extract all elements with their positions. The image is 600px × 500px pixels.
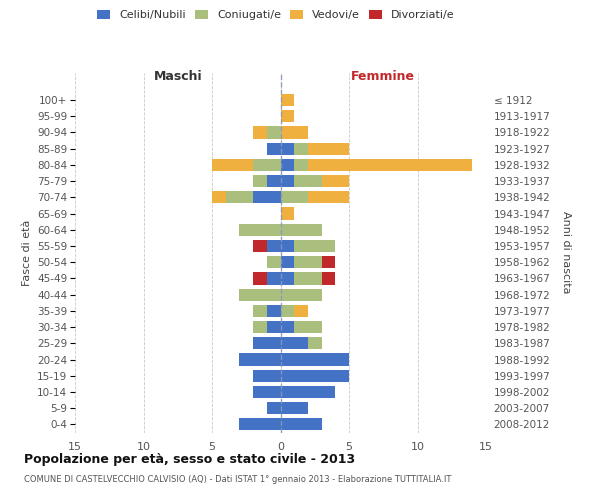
Bar [253,272,267,284]
Bar [239,418,281,430]
Bar [212,192,226,203]
Bar [267,272,281,284]
Bar [281,110,294,122]
Bar [322,175,349,187]
Bar [267,321,281,333]
Bar [267,240,281,252]
Bar [253,240,267,252]
Bar [294,256,322,268]
Bar [239,354,281,366]
Y-axis label: Fasce di età: Fasce di età [22,220,32,286]
Bar [267,402,281,414]
Bar [281,142,294,155]
Bar [308,159,472,171]
Bar [294,159,308,171]
Y-axis label: Anni di nascita: Anni di nascita [561,211,571,294]
Bar [294,142,308,155]
Bar [294,272,322,284]
Text: Popolazione per età, sesso e stato civile - 2013: Popolazione per età, sesso e stato civil… [24,452,355,466]
Bar [322,272,335,284]
Bar [281,288,322,300]
Bar [281,175,294,187]
Bar [294,175,322,187]
Text: COMUNE DI CASTELVECCHIO CALVISIO (AQ) - Dati ISTAT 1° gennaio 2013 - Elaborazion: COMUNE DI CASTELVECCHIO CALVISIO (AQ) - … [24,475,451,484]
Bar [253,126,267,138]
Bar [267,126,281,138]
Legend: Celibi/Nubili, Coniugati/e, Vedovi/e, Divorziati/e: Celibi/Nubili, Coniugati/e, Vedovi/e, Di… [93,6,459,25]
Text: Maschi: Maschi [154,70,202,83]
Bar [267,175,281,187]
Bar [253,240,267,252]
Bar [253,321,267,333]
Bar [267,256,281,268]
Bar [281,256,294,268]
Bar [226,192,253,203]
Bar [281,418,322,430]
Bar [308,142,349,155]
Bar [281,94,294,106]
Bar [253,370,281,382]
Bar [212,159,253,171]
Bar [253,192,281,203]
Bar [322,256,335,268]
Bar [253,305,267,317]
Bar [281,126,308,138]
Bar [281,159,294,171]
Bar [308,192,349,203]
Text: Femmine: Femmine [351,70,415,83]
Bar [281,354,349,366]
Bar [253,272,267,284]
Bar [281,370,349,382]
Bar [253,159,281,171]
Bar [294,240,335,252]
Bar [281,337,308,349]
Bar [308,337,322,349]
Bar [281,272,294,284]
Bar [281,240,294,252]
Bar [253,386,281,398]
Bar [294,305,308,317]
Bar [267,142,281,155]
Bar [267,305,281,317]
Bar [281,208,294,220]
Bar [322,256,335,268]
Bar [281,386,335,398]
Bar [281,224,322,236]
Bar [239,224,281,236]
Bar [253,175,267,187]
Bar [281,192,308,203]
Bar [253,337,281,349]
Bar [294,321,322,333]
Bar [281,402,308,414]
Bar [239,288,281,300]
Bar [281,305,294,317]
Bar [281,321,294,333]
